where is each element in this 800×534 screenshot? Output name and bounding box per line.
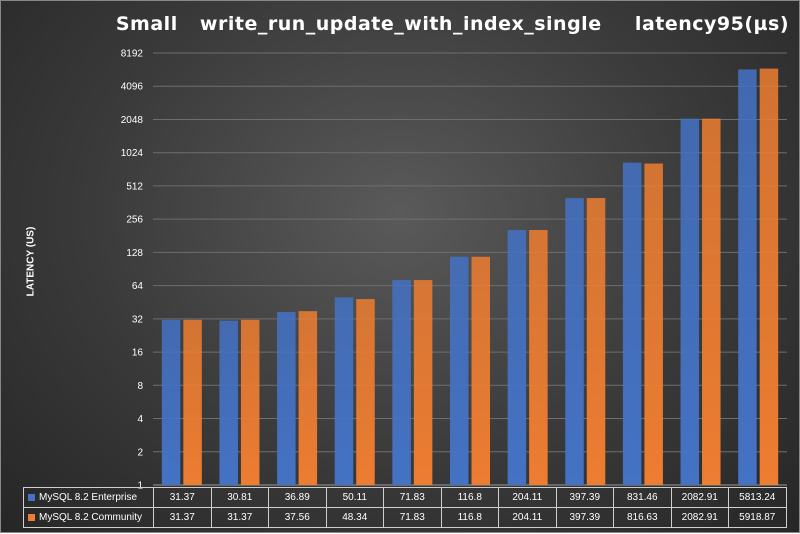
bar-community [644,163,663,485]
bar-community [298,311,318,485]
data-label: 36.89 [268,487,327,508]
data-label: 31.37 [153,507,212,528]
bar-enterprise [161,319,181,485]
y-tick-label: 512 [126,181,143,192]
bar-enterprise [565,198,584,486]
bar-community [183,319,202,485]
bar-enterprise [277,312,296,485]
y-tick-label: 1024 [121,148,144,159]
y-tick-label: 256 [126,215,143,226]
bar-community [240,319,260,485]
data-label: 397.39 [555,507,614,528]
data-label: 5918.87 [728,507,787,528]
y-tick-label: 32 [132,314,144,325]
data-label: 50.11 [325,487,384,508]
data-label: 397.39 [555,487,614,508]
data-label: 31.37 [153,487,212,508]
bar-community [702,118,721,485]
legend-entry: MySQL 8.2 Enterprise [23,487,154,508]
y-tick-label: 16 [132,348,144,359]
data-label: 37.56 [268,507,327,528]
data-label: 71.83 [383,487,442,508]
y-tick-label: 2048 [121,115,144,126]
bar-enterprise [680,118,700,485]
bar-enterprise [507,230,527,485]
legend-entry: MySQL 8.2 Community [23,507,154,528]
data-label: 30.81 [210,487,269,508]
data-label: 48.34 [325,507,384,528]
bar-enterprise [622,162,642,486]
bar-enterprise [738,69,757,486]
legend-label: MySQL 8.2 Enterprise [39,492,138,503]
data-table-row: MySQL 8.2 Community 31.37 31.37 37.56 48.34 7… [23,507,787,528]
bar-enterprise [219,320,238,485]
bar-community [586,198,606,486]
data-label: 71.83 [383,507,442,528]
data-table: MySQL 8.2 Enterprise 31.37 30.81 36.89 50.11… [23,487,787,528]
legend-swatch [28,493,35,501]
bar-community [471,256,490,485]
bar-enterprise [334,297,354,485]
data-label: 116.8 [440,507,499,528]
y-tick-label: 128 [126,248,143,259]
bar-community [356,299,375,485]
data-label: 116.8 [440,487,499,508]
bar-community [759,68,779,486]
data-label: 5813.24 [728,487,787,508]
bar-community [529,230,548,485]
bar-enterprise [392,280,411,485]
data-label: 2082.91 [670,507,729,528]
bar-community [413,280,433,485]
y-tick-label: 64 [132,281,144,292]
data-label: 816.63 [613,507,672,528]
data-label: 2082.91 [670,487,729,508]
chart-title: Small write_run_update_with_index_single… [115,13,789,35]
data-label: 204.11 [498,487,557,508]
y-tick-label: 4096 [121,82,144,93]
data-label: 831.46 [613,487,672,508]
legend-label: MySQL 8.2 Community [39,512,142,523]
y-tick-label: 2 [137,447,143,458]
data-table-row: MySQL 8.2 Enterprise 31.37 30.81 36.89 50.11… [23,487,787,508]
data-label: 204.11 [498,507,557,528]
bar-enterprise [450,256,469,485]
data-label: 31.37 [210,507,269,528]
y-tick-label: 1 [137,481,143,492]
legend-swatch [28,513,35,521]
y-tick-label: 4 [137,414,143,425]
y-tick-label: 8192 [121,49,144,60]
y-tick-label: 8 [137,381,143,392]
